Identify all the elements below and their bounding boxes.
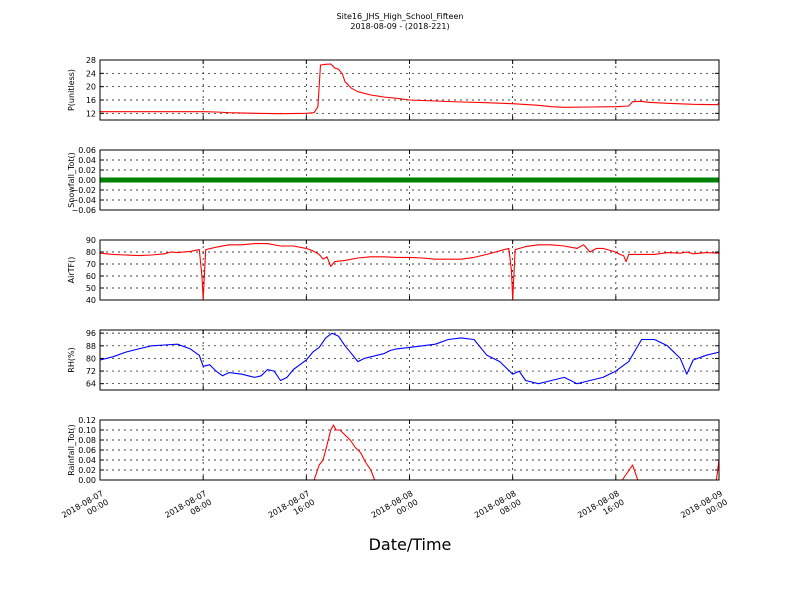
y-tick-label: 60 [86,272,96,281]
y-tick-label: 0.00 [78,476,96,485]
y-tick-label: 0.06 [78,446,96,455]
y-tick-label: 72 [86,367,96,376]
chart-title: Site16_JHS_High_School_Fifteen [337,12,464,21]
y-tick-label: 24 [86,69,96,78]
y-tick-label: 80 [86,248,96,257]
y-tick-label: 64 [86,380,96,389]
y-tick-label: 90 [86,236,96,245]
y-tick-label: −0.02 [71,186,96,195]
y-tick-label: 50 [86,284,96,293]
panel-3: 90 80 70 60 50 40 AirTF() [67,236,720,305]
panels: 1216202428P(unitless)0.060.040.020.00−0.… [67,56,720,485]
y-tick-label: 0.04 [78,156,96,165]
y-tick-label: −0.04 [71,196,96,205]
y-tick-label: 0.10 [78,426,96,435]
panel-2: 0.060.040.020.00−0.02−0.04−0.06Snowfall_… [67,146,720,215]
panel-frame [99,59,720,121]
y-axis-label: AirTF() [67,257,76,284]
y-axis-label: Snowfall_Tot() [67,152,76,208]
series-line [100,424,720,481]
y-tick-label: 40 [86,296,96,305]
y-axis-label: Rainfall_Tot() [67,424,76,476]
panel-frame [99,419,720,481]
panel-frame [99,239,720,301]
panel-frame [99,329,720,391]
y-axis-label: RH(%) [67,347,76,372]
y-tick-label: 96 [86,329,96,338]
series-line [99,332,720,385]
panel-5: 0.120.100.080.060.040.020.00Rainfall_Tot… [67,416,720,485]
x-axis-label: Date/Time [369,535,452,554]
y-tick-label: 28 [86,56,96,65]
y-tick-label: 88 [86,342,96,351]
y-tick-label: 80 [86,354,96,363]
y-tick-label: −0.06 [71,206,96,215]
chart-subtitle: 2018-08-09 - (2018-221) [350,22,449,31]
panel-frame [99,149,720,211]
series-line [99,243,720,300]
y-tick-label: 0.00 [78,176,96,185]
panel-1: 12 16 20 24 28 P(unitless) [67,56,720,121]
y-tick-label: 0.08 [78,436,96,445]
y-tick-label: 16 [86,96,96,105]
y-tick-label: 0.04 [78,456,96,465]
y-tick-label: 20 [86,83,96,92]
panel-4: 96 88 80 72 64 RH(%) [67,329,720,391]
y-tick-label: 12 [86,109,96,118]
series-line [100,63,720,115]
y-tick-label: 0.06 [78,146,96,155]
y-tick-label: 0.02 [78,166,96,175]
y-tick-label: 0.12 [78,416,96,425]
y-tick-label: 0.02 [78,466,96,475]
y-axis-label: P(unitless) [67,69,76,111]
y-tick-label: 70 [86,260,96,269]
